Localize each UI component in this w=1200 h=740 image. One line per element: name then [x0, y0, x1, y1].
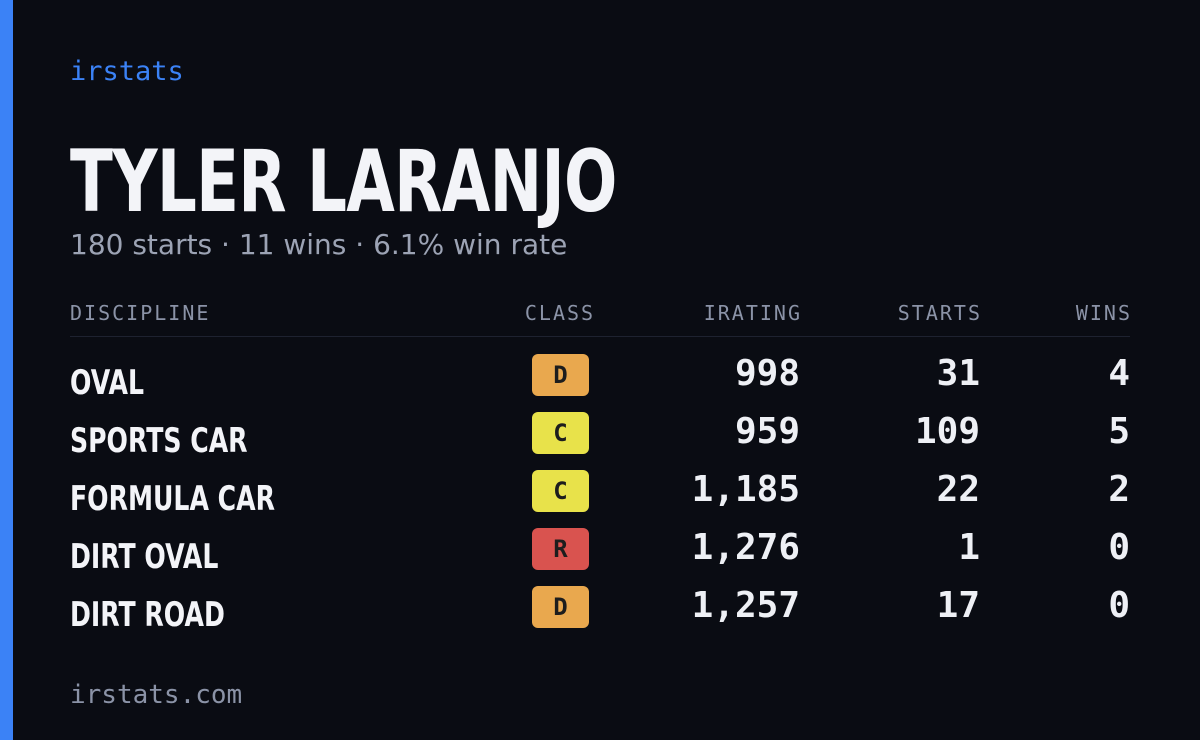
- wins: 2: [1108, 469, 1130, 510]
- starts: 17: [936, 585, 980, 626]
- irating: 1,185: [691, 469, 800, 510]
- column-header: CLASS: [524, 301, 596, 325]
- starts: 31: [936, 353, 980, 394]
- column-header: IRATING: [703, 301, 802, 325]
- driver-name: TYLER LARANJO: [70, 132, 617, 232]
- footer: irstats.com: [70, 680, 243, 710]
- driver-summary: 180 starts · 11 wins · 6.1% win rate: [70, 228, 568, 261]
- discipline: DIRT ROAD: [70, 595, 225, 635]
- discipline: SPORTS CAR: [70, 421, 248, 461]
- brand: irstats: [70, 56, 184, 87]
- header-rule: [70, 336, 1130, 337]
- irating: 998: [734, 353, 800, 394]
- discipline: DIRT OVAL: [70, 537, 219, 577]
- wins: 5: [1108, 411, 1130, 452]
- wins: 0: [1108, 585, 1130, 626]
- column-header: WINS: [1075, 301, 1132, 325]
- accent-bar: [0, 0, 13, 740]
- wins: 0: [1108, 527, 1130, 568]
- starts: 109: [914, 411, 980, 452]
- column-header: STARTS: [897, 301, 982, 325]
- starts: 22: [936, 469, 980, 510]
- irating: 1,276: [691, 527, 800, 568]
- wins: 4: [1108, 353, 1130, 394]
- class-badge: C: [532, 470, 589, 512]
- column-header: DISCIPLINE: [70, 301, 211, 325]
- class-badge: D: [532, 354, 589, 396]
- irating: 1,257: [691, 585, 800, 626]
- discipline: FORMULA CAR: [70, 479, 275, 519]
- irating: 959: [734, 411, 800, 452]
- class-badge: C: [532, 412, 589, 454]
- starts: 1: [958, 527, 980, 568]
- class-badge: D: [532, 586, 589, 628]
- class-badge: R: [532, 528, 589, 570]
- discipline: OVAL: [70, 363, 144, 403]
